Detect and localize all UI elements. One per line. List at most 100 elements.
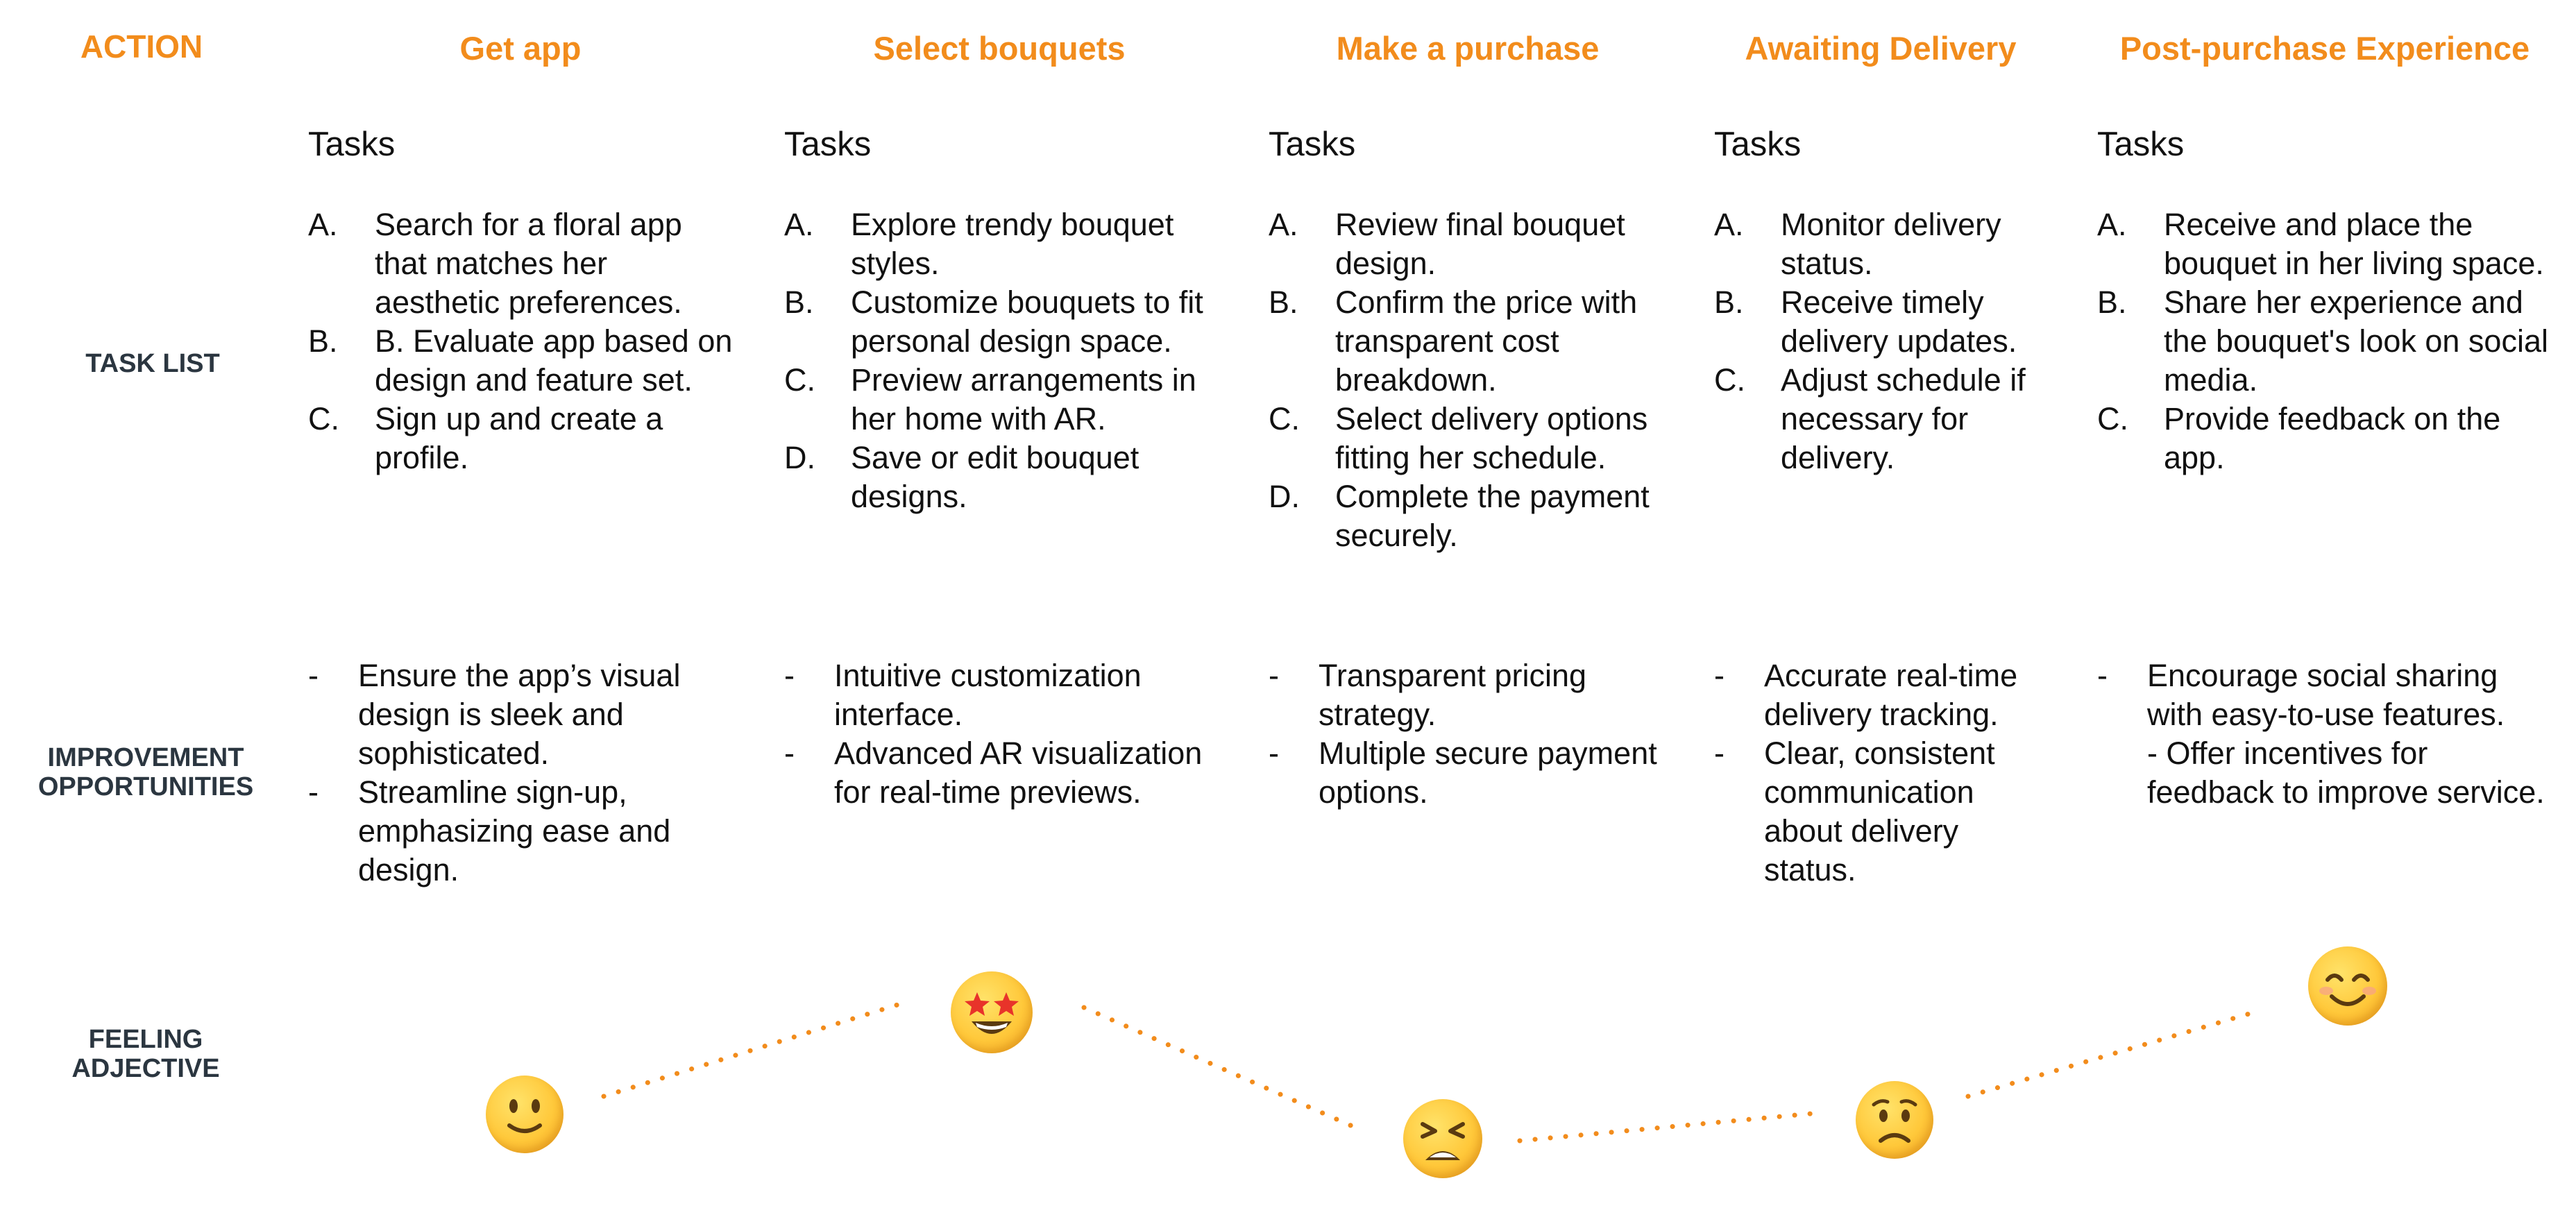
feeling-connector [1965,1008,2264,1099]
feeling-connector [601,1001,905,1099]
improvement-marker: - [1269,658,1279,693]
feeling-row-label: FEELING ADJECTIVE [71,1025,220,1083]
task-marker: A. [784,207,814,242]
improvement-marker: - [1269,736,1279,771]
task-item: C. Preview arrangements in her home with … [784,361,1228,439]
task-marker: B. [784,284,814,320]
star-struck-face-icon [951,971,1033,1053]
improvement-text: Streamline sign-up, emphasizing ease and… [358,774,671,887]
task-marker: D. [1269,479,1300,514]
task-text: Explore trendy bouquet styles. [851,207,1174,281]
task-marker: C. [2097,401,2128,436]
task-text: Customize bouquets to fit personal desig… [851,284,1203,359]
tired-face-icon [1403,1099,1482,1178]
task-list-row-label: TASK LIST [85,349,220,378]
task-item: C. Adjust schedule if necessary for deliv… [1714,361,2047,477]
task-text: Receive timely delivery updates. [1781,284,2017,359]
task-item: A. Monitor delivery status. [1714,205,2047,283]
task-marker: B. [308,323,338,359]
task-item: B. Share her experience and the bouquet's… [2097,283,2555,400]
improvement-text: Transparent pricing strategy. [1319,658,1587,732]
improvement-row-label: IMPROVEMENT OPPORTUNITIES [37,743,254,801]
slightly-smiling-face-icon [486,1076,564,1153]
task-item: B. Confirm the price with transparent cos… [1269,283,1671,400]
improvement-item: - Multiple secure payment options. [1269,734,1671,812]
stage-title-awaiting-delivery: Awaiting Delivery [1745,30,2017,67]
improvement-item: - Transparent pricing strategy. [1269,656,1671,734]
task-item: B. Receive timely delivery updates. [1714,283,2047,361]
improvement-list-get-app: - Ensure the app’s visual design is sleek… [308,656,738,890]
task-marker: C. [1269,401,1300,436]
task-text: Preview arrangements in her home with AR… [851,362,1196,436]
stage-title-post-purchase: Post-purchase Experience [2119,30,2530,67]
task-item: C. Select delivery options fitting her sc… [1269,400,1671,477]
task-list-awaiting-delivery: A. Monitor delivery status. B. Receive tim… [1714,205,2047,477]
task-text: Select delivery options fitting her sche… [1335,401,1648,475]
task-item: C. Provide feedback on the app. [2097,400,2555,477]
improvement-marker: - [308,774,319,810]
task-marker: A. [2097,207,2127,242]
improvement-text: Advanced AR visualization for real-time … [834,736,1203,810]
task-text: Receive and place the bouquet in her liv… [2164,207,2544,281]
improvement-marker: - [784,658,795,693]
task-marker: B. [1714,284,1744,320]
task-text: Monitor delivery status. [1781,207,2001,281]
task-list-select-bouquets: A. Explore trendy bouquet styles. B. Custo… [784,205,1228,516]
stage-title-make-purchase: Make a purchase [1336,30,1600,67]
tasks-heading: Tasks [1714,126,1802,163]
task-text: Share her experience and the bouquet's l… [2164,284,2548,398]
task-item: A. Search for a floral app that matches h… [308,205,738,322]
task-marker: C. [1714,362,1745,398]
tasks-heading: Tasks [308,126,396,163]
task-list-make-purchase: A. Review final bouquet design. B. Confirm… [1269,205,1671,555]
tasks-heading: Tasks [1269,126,1356,163]
improvement-marker: - [308,658,319,693]
task-item: D. Save or edit bouquet designs. [784,439,1228,516]
improvement-marker: - [1714,736,1725,771]
tasks-heading: Tasks [784,126,872,163]
task-marker: C. [784,362,815,398]
improvement-item: - Accurate real-time delivery tracking. [1714,656,2040,734]
improvement-text: Ensure the app’s visual design is sleek … [358,658,681,771]
improvement-marker: - [784,736,795,771]
task-marker: A. [1269,207,1298,242]
improvement-list-make-purchase: - Transparent pricing strategy. - Multiple… [1269,656,1671,812]
improvement-item: - Advanced AR visualization for real-time… [784,734,1228,812]
task-item: A. Review final bouquet design. [1269,205,1671,283]
task-text: Confirm the price with transparent cost … [1335,284,1638,398]
improvement-list-awaiting-delivery: - Accurate real-time delivery tracking. -… [1714,656,2040,890]
improvement-item: - Clear, consistent communication about d… [1714,734,2040,890]
task-marker: B. [1269,284,1298,320]
improvement-item: - Streamline sign-up, emphasizing ease an… [308,773,738,890]
task-item: C. Sign up and create a profile. [308,400,738,477]
task-marker: D. [784,440,815,475]
stage-title-get-app: Get app [459,30,582,67]
improvement-text: Accurate real-time delivery tracking. [1764,658,2018,732]
improvement-text: Intuitive customization interface. [834,658,1142,732]
tasks-heading: Tasks [2097,126,2185,163]
action-row-label: ACTION [80,28,203,65]
feeling-connector [1517,1110,1821,1144]
task-text: Adjust schedule if necessary for deliver… [1781,362,2026,475]
improvement-text: Clear, consistent communication about de… [1764,736,1995,887]
task-item: A. Explore trendy bouquet styles. [784,205,1228,283]
improvement-list-post-purchase: - Encourage social sharing with easy-to-u… [2097,656,2548,812]
task-text: Provide feedback on the app. [2164,401,2501,475]
improvement-list-select-bouquets: - Intuitive customization interface. - Adv… [784,656,1228,812]
task-item: D. Complete the payment securely. [1269,477,1671,555]
task-marker: B. [2097,284,2127,320]
task-marker: A. [1714,207,1744,242]
improvement-item: - Encourage social sharing with easy-to-u… [2097,656,2548,812]
task-marker: C. [308,401,339,436]
task-text: Review final bouquet design. [1335,207,1625,281]
task-text: Search for a floral app that matches her… [375,207,682,320]
stage-title-select-bouquets: Select bouquets [873,30,1126,67]
improvement-item: - Ensure the app’s visual design is sleek… [308,656,738,773]
task-list-post-purchase: A. Receive and place the bouquet in her l… [2097,205,2555,477]
improvement-text: Multiple secure payment options. [1319,736,1657,810]
feeling-connector [1081,1005,1363,1132]
improvement-item: - Intuitive customization interface. [784,656,1228,734]
task-item: A. Receive and place the bouquet in her l… [2097,205,2555,283]
task-text: Sign up and create a profile. [375,401,663,475]
